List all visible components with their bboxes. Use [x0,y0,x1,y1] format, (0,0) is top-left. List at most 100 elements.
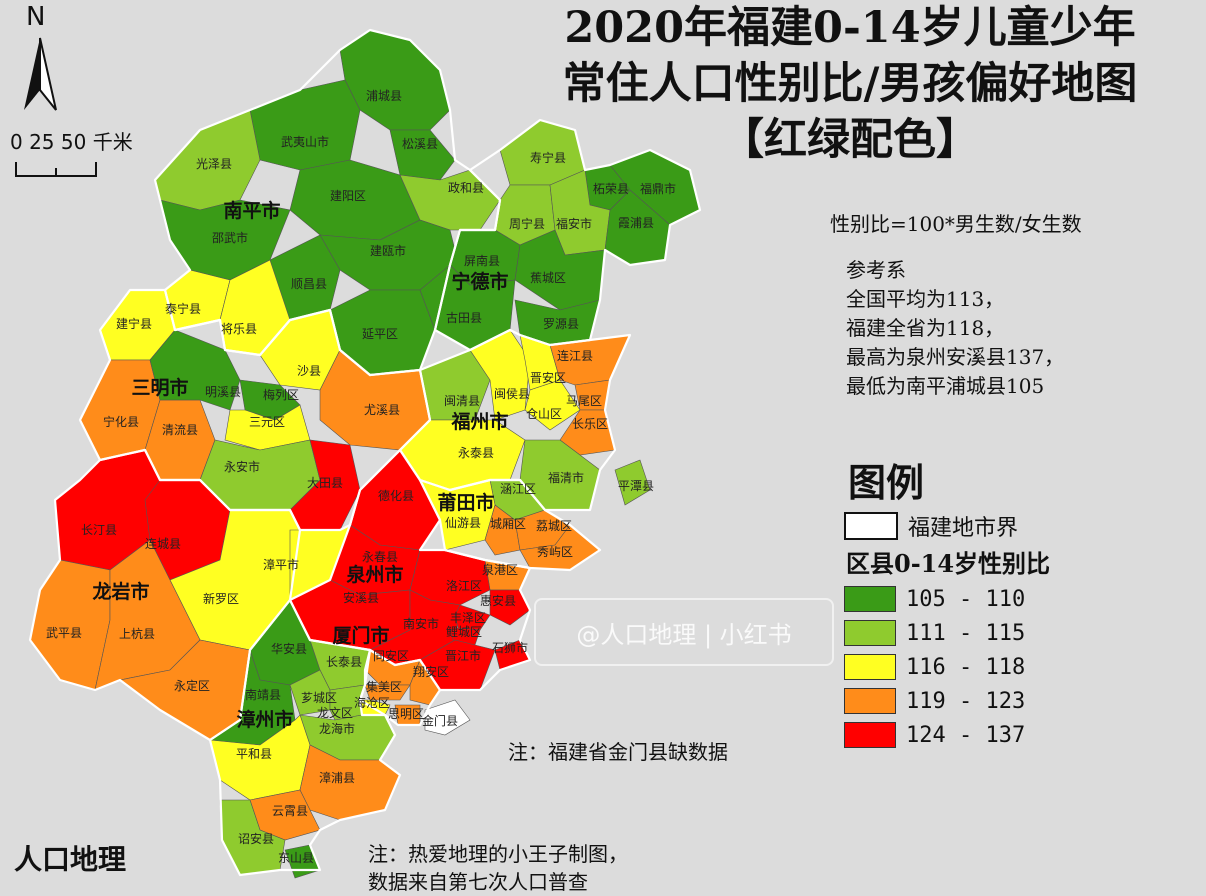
county-label: 同安区 [373,648,409,663]
county-label: 福清市 [548,470,584,485]
reference-line: 全国平均为113， [846,287,1005,311]
county-label: 泰宁县 [165,301,201,316]
county-region [489,589,531,626]
legend-swatch [844,688,896,714]
county-region [224,404,311,451]
county-label: 梅列区 [263,387,299,402]
county-region [364,684,411,701]
county-label: 城厢区 [490,517,526,531]
city-label: 泉州市 [345,563,403,586]
county-label: 永定区 [174,678,210,693]
county-label: 龙文区 [317,705,353,720]
county-label: 集美区 [366,679,402,694]
county-label: 上杭县 [119,626,155,641]
county-label: 海沧区 [354,695,390,710]
county-label: 金门县 [422,713,458,728]
county-label: 将乐县 [221,322,257,336]
county-label: 长泰县 [326,655,362,669]
formula-text: 性别比=100*男生数/女生数 [830,212,1082,236]
county-label: 蕉城区 [530,271,566,285]
city-boundaries [28,28,702,877]
county-label: 三元区 [249,415,285,429]
legend-subtitle: 区县0-14岁性别比 [846,549,1051,578]
county-label: 龙海市 [319,721,355,736]
county-label: 诏安县 [238,831,274,846]
county-label: 晋江市 [445,648,481,663]
reference-line: 最高为泉州安溪县137， [846,345,1065,369]
title-line-1: 2020年福建0-14岁儿童少年 [564,3,1136,53]
county-label: 荔城区 [536,519,572,533]
county-label: 安溪县 [343,590,379,605]
legend-range: 105 - 110 [906,586,1026,612]
legend-title: 图例 [848,460,925,505]
county-label: 翔安区 [413,664,449,679]
county-label: 柘荣县 [593,182,629,196]
title-line-3: 【红绿配色】 [721,115,979,165]
county-label: 漳平市 [263,557,299,572]
county-label: 福鼎市 [640,181,676,196]
county-label: 芗城区 [301,691,337,705]
county-label: 洛江区 [446,578,482,593]
reference-heading: 参考系 [846,258,906,282]
county-label: 长汀县 [81,523,117,537]
county-label: 周宁县 [509,216,545,231]
scale-bar-label: 0 25 50 千米 [10,130,133,154]
county-label: 南靖县 [245,687,281,702]
city-label: 厦门市 [332,624,389,647]
legend-item: 119 - 123 [844,684,1025,718]
county-label: 平和县 [236,747,272,761]
reference-block: 参考系 全国平均为113， 福建全省为118， 最高为泉州安溪县137， 最低为… [846,256,1064,401]
county-label: 武夷山市 [281,134,329,149]
city-label: 宁德市 [451,270,508,293]
legend-item: 111 - 115 [844,616,1025,650]
county-label: 屏南县 [464,253,500,268]
county-region [389,129,456,181]
county-label: 平潭县 [618,479,654,493]
county-label: 闽侯县 [494,387,530,401]
boundary-label: 福建地市界 [908,516,1019,541]
county-label: 丰泽区 [450,611,486,625]
credit-line-2: 数据来自第七次人口普查 [368,870,588,894]
county-region [454,604,491,631]
county-label: 华安县 [271,641,307,656]
county-label: 思明区 [388,707,424,721]
legend-boundary-entry: 福建地市界 [844,510,1018,542]
county-label: 永泰县 [458,446,494,460]
county-label: 建宁县 [116,316,152,331]
reference-line: 福建全省为118， [846,316,1005,340]
legend-items: 105 - 110 111 - 115 116 - 118 119 - 123 … [844,582,1025,752]
watermark: @人口地理 | 小红书 [534,598,834,666]
county-label: 罗源县 [543,317,579,331]
city-label: 福州市 [450,410,508,433]
kinmen-note: 注：福建省金门县缺数据 [508,740,728,764]
legend-swatch [844,722,896,748]
county-label: 武平县 [46,626,82,640]
county-label: 尤溪县 [364,403,400,417]
county-region [424,699,471,736]
county-region [559,409,616,456]
county-label: 邵武市 [212,230,248,245]
city-boundary [433,118,702,352]
county-label: 马尾区 [566,394,602,408]
county-label: 仙游县 [445,516,481,530]
county-label: 秀屿区 [537,545,573,559]
county-region [249,79,361,171]
county-label: 连城县 [145,536,181,551]
county-label: 连江县 [557,348,593,363]
county-label: 惠安县 [480,593,516,608]
county-label: 光泽县 [196,157,232,171]
north-arrow-icon [24,37,57,111]
county-region [484,504,521,556]
county-label: 闽清县 [444,394,480,408]
county-region [614,459,651,506]
legend-swatch [844,586,896,612]
county-regions [29,29,701,879]
county-label: 大田县 [307,476,343,490]
county-label: 寿宁县 [530,150,566,165]
city-label: 漳州市 [236,708,293,731]
county-label: 松溪县 [402,137,438,151]
reference-line: 最低为南平浦城县105 [846,374,1045,398]
legend-range: 116 - 118 [906,654,1026,680]
